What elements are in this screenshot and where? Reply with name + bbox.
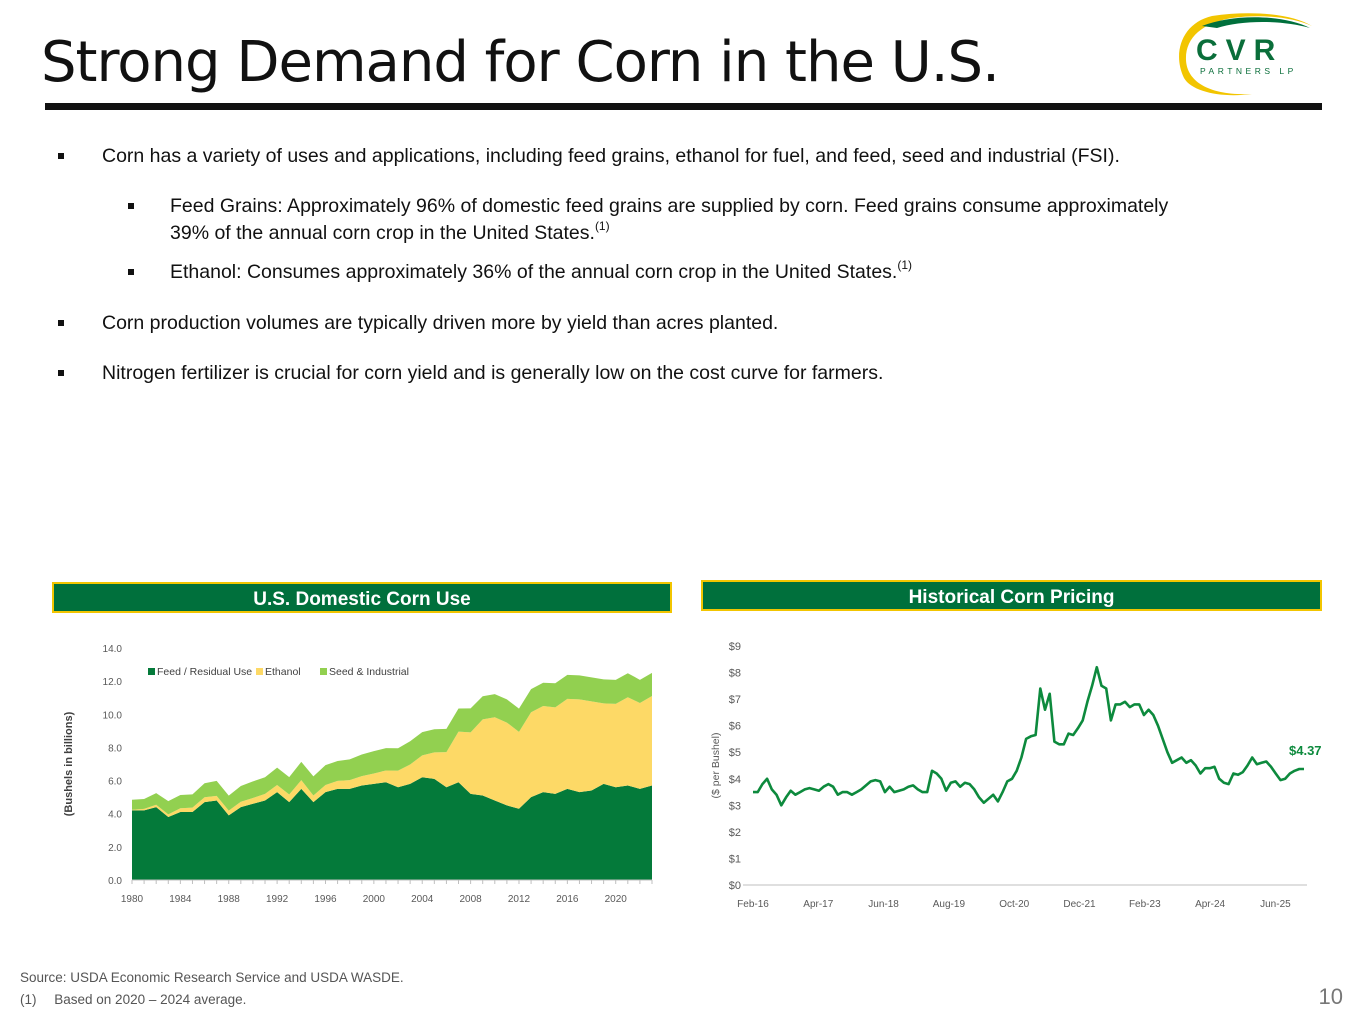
x-tick-label: 2020 [605,894,628,905]
bullet-3-text-line: Ethanol: Consumes approximately 36% of t… [170,259,912,285]
x-tick-label: Feb-16 [737,899,769,910]
y-tick-label: $8 [729,668,741,680]
bullet-3-text: Ethanol: Consumes approximately 36% of t… [170,261,898,283]
x-tick-label: Apr-24 [1195,899,1225,910]
y-tick-label: $6 [729,721,741,733]
x-tick-label: 2000 [363,894,386,905]
logo-swoosh-green [1202,17,1310,28]
y-axis-label: (Bushels in billions) [63,711,75,816]
y-tick-label: 8.0 [108,743,122,754]
x-tick-label: 2008 [459,894,482,905]
x-tick-label: 1984 [169,894,192,905]
x-tick-label: Jun-25 [1260,899,1291,910]
x-tick-label: 1996 [314,894,337,905]
footnote: (1) Based on 2020 – 2024 average. [20,992,246,1007]
bullet-marker [128,203,134,209]
page-title: Strong Demand for Corn in the U.S. [41,30,1000,95]
bullet-marker [58,153,64,159]
bullet-2-text2: 39% of the annual corn crop in the Unite… [170,222,595,244]
corn-use-area-chart: 0.0 2.0 4.0 6.0 8.0 10.0 12.0 14.0 1980 1984 1988 1… [63,644,653,905]
y-tick-label: 2.0 [108,843,122,854]
legend-swatch [320,668,327,675]
x-tick-label: 1980 [121,894,144,905]
x-tick-label: Dec-21 [1063,899,1096,910]
bullet-marker [58,320,64,326]
y-tick-label: 0.0 [108,876,122,887]
x-tick-label: Aug-19 [933,899,966,910]
y-tick-label: $9 [729,641,741,653]
bullet-2-text-line2: 39% of the annual corn crop in the Unite… [170,220,610,246]
y-tick-label: 12.0 [103,677,123,688]
last-price-label: $4.37 [1289,743,1322,758]
x-tick-label: 2016 [556,894,579,905]
logo-top-text: CVR [1196,34,1283,67]
x-tick-label: Feb-23 [1129,899,1161,910]
x-tick-label: Jun-18 [868,899,899,910]
x-tick-label: 2004 [411,894,434,905]
y-tick-label: $3 [729,800,741,812]
y-tick-label: $4 [729,774,741,786]
x-tick-label: 2012 [508,894,531,905]
y-tick-label: 10.0 [103,710,123,721]
corn-pricing-panel-title: Historical Corn Pricing [701,580,1322,611]
x-tick-label: 1988 [218,894,241,905]
bullet-marker [128,269,134,275]
area-series-2 [132,696,652,818]
bullet-marker [58,370,64,376]
logo-bottom-text: PARTNERS LP [1200,66,1297,76]
bullet-2-text: Feed Grains: Approximately 96% of domest… [170,195,1169,217]
legend-label: Seed & Industrial [329,666,409,678]
x-tick-label: 1992 [266,894,289,905]
corn-price-line-chart: $0 $1 $2 $3 $4 $5 $6 $7 $8 $9 Feb-16 Apr-17 Jun-18 Au… [710,641,1322,910]
cvr-logo: CVR PARTNERS LP [1179,13,1312,96]
footnote-text: Based on 2020 – 2024 average. [54,992,247,1007]
y-tick-label: $1 [729,853,741,865]
bullet-5-text: Nitrogen fertilizer is crucial for corn … [102,362,884,384]
y-tick-label: $5 [729,747,741,759]
x-tick-label: Apr-17 [803,899,833,910]
y-tick-label: $2 [729,827,741,839]
y-tick-label: 14.0 [103,644,123,655]
footnote-number: (1) [20,992,37,1007]
source-note: Source: USDA Economic Research Service a… [20,970,404,985]
bullet-1-text: Corn has a variety of uses and applicati… [102,145,1120,167]
x-tick-label: Oct-20 [999,899,1029,910]
legend-label: Ethanol [265,666,301,678]
y-axis-label: ($ per Bushel) [710,733,722,799]
legend-swatch [148,668,155,675]
legend-swatch [256,668,263,675]
y-tick-label: 4.0 [108,810,122,821]
y-tick-label: $0 [729,880,741,892]
page-number: 10 [1318,984,1343,1009]
y-tick-label: $7 [729,694,741,706]
footnote-ref: (1) [594,219,610,233]
area-series-3 [132,672,652,815]
y-tick-label: 6.0 [108,777,122,788]
area-series-1 [132,777,652,880]
corn-use-panel-title: U.S. Domestic Corn Use [52,582,672,613]
title-rule [45,103,1322,110]
bullet-4-text: Corn production volumes are typically dr… [102,312,779,334]
footnote-ref: (1) [897,258,913,272]
legend-label: Feed / Residual Use [157,666,252,678]
price-line [753,665,1304,807]
